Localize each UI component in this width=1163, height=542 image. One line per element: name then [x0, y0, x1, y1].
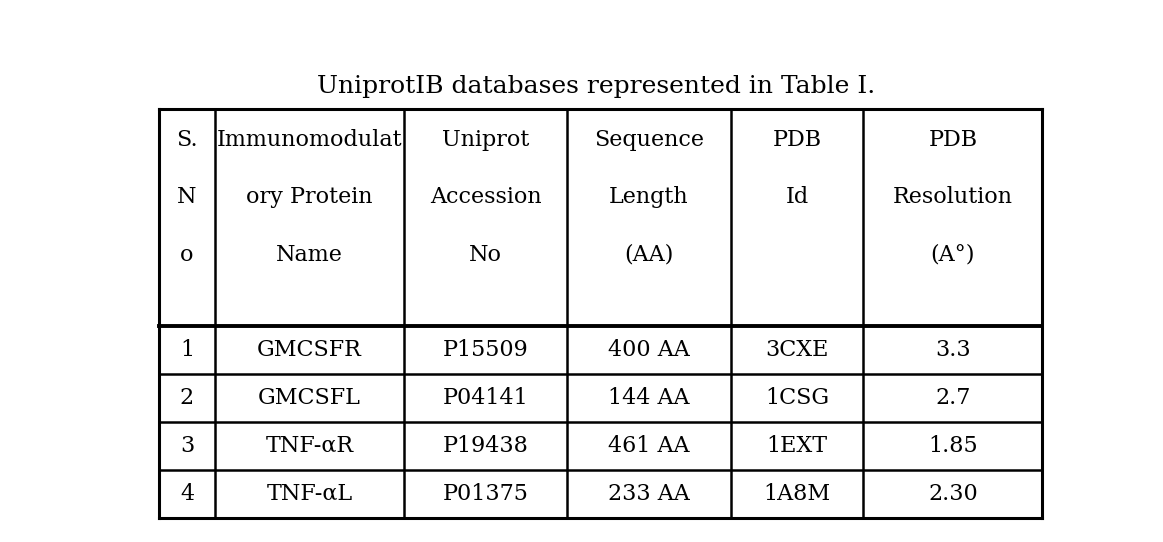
Text: Accession: Accession: [430, 185, 542, 208]
Text: 1.85: 1.85: [928, 435, 978, 457]
Text: 233 AA: 233 AA: [608, 483, 690, 505]
Text: S.: S.: [176, 129, 198, 151]
Text: 2.7: 2.7: [935, 387, 971, 409]
Text: 2: 2: [180, 387, 194, 409]
Text: Sequence: Sequence: [594, 129, 704, 151]
Text: (AA): (AA): [625, 244, 673, 266]
Text: 1EXT: 1EXT: [766, 435, 828, 457]
Text: Uniprot: Uniprot: [442, 129, 529, 151]
Text: 1A8M: 1A8M: [764, 483, 830, 505]
Text: 2.30: 2.30: [928, 483, 978, 505]
Text: 144 AA: 144 AA: [608, 387, 690, 409]
Text: 1: 1: [180, 339, 194, 361]
Text: 3.3: 3.3: [935, 339, 971, 361]
Text: TNF-αL: TNF-αL: [266, 483, 352, 505]
Text: 3: 3: [180, 435, 194, 457]
Text: (A°): (A°): [930, 244, 975, 266]
Text: PDB: PDB: [928, 129, 977, 151]
Text: UniprotIB databases represented in Table I.: UniprotIB databases represented in Table…: [316, 75, 876, 99]
Text: ory Protein: ory Protein: [247, 185, 373, 208]
Text: Length: Length: [609, 185, 688, 208]
Text: P01375: P01375: [443, 483, 529, 505]
Text: Resolution: Resolution: [893, 185, 1013, 208]
Text: o: o: [180, 244, 194, 266]
Text: TNF-αR: TNF-αR: [265, 435, 354, 457]
Text: No: No: [469, 244, 502, 266]
Text: Immunomodulat: Immunomodulat: [216, 129, 402, 151]
Text: 1CSG: 1CSG: [765, 387, 829, 409]
Text: N: N: [177, 185, 197, 208]
Text: P19438: P19438: [443, 435, 529, 457]
Text: Name: Name: [276, 244, 343, 266]
Text: P15509: P15509: [443, 339, 528, 361]
Text: GMCSFL: GMCSFL: [258, 387, 361, 409]
Text: GMCSFR: GMCSFR: [257, 339, 362, 361]
Text: Id: Id: [785, 185, 808, 208]
Text: PDB: PDB: [772, 129, 822, 151]
Text: 4: 4: [180, 483, 194, 505]
Text: 3CXE: 3CXE: [765, 339, 829, 361]
Text: 461 AA: 461 AA: [608, 435, 690, 457]
Text: P04141: P04141: [443, 387, 528, 409]
Text: 400 AA: 400 AA: [608, 339, 690, 361]
